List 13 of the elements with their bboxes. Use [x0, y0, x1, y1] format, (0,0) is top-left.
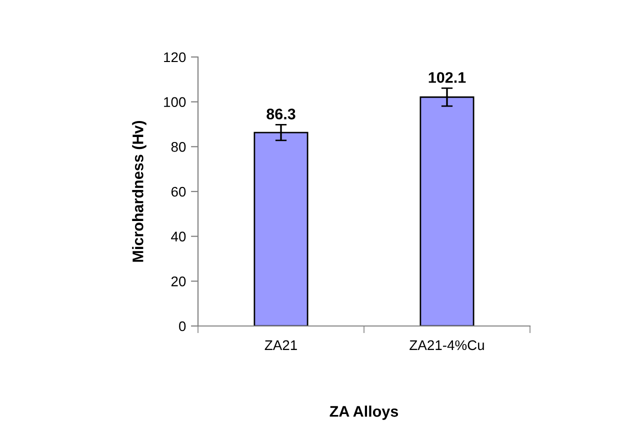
- y-tick-label: 0: [179, 321, 186, 332]
- data-label: 102.1: [428, 72, 466, 83]
- y-tick-label: 20: [171, 276, 186, 286]
- x-tick-label: ZA21-4%Cu: [410, 340, 484, 350]
- x-axis-title: ZA Alloys: [330, 406, 398, 420]
- y-tick-label: 120: [164, 52, 186, 62]
- y-tick-label: 60: [171, 186, 186, 197]
- data-label: 86.3: [266, 108, 296, 120]
- y-tick-label: 80: [171, 142, 186, 152]
- y-tick-label: 100: [164, 97, 186, 108]
- y-axis-title: Microhardness (Hv): [132, 120, 146, 262]
- x-tick-label: ZA21: [264, 340, 297, 350]
- y-tick-label: 40: [171, 232, 186, 242]
